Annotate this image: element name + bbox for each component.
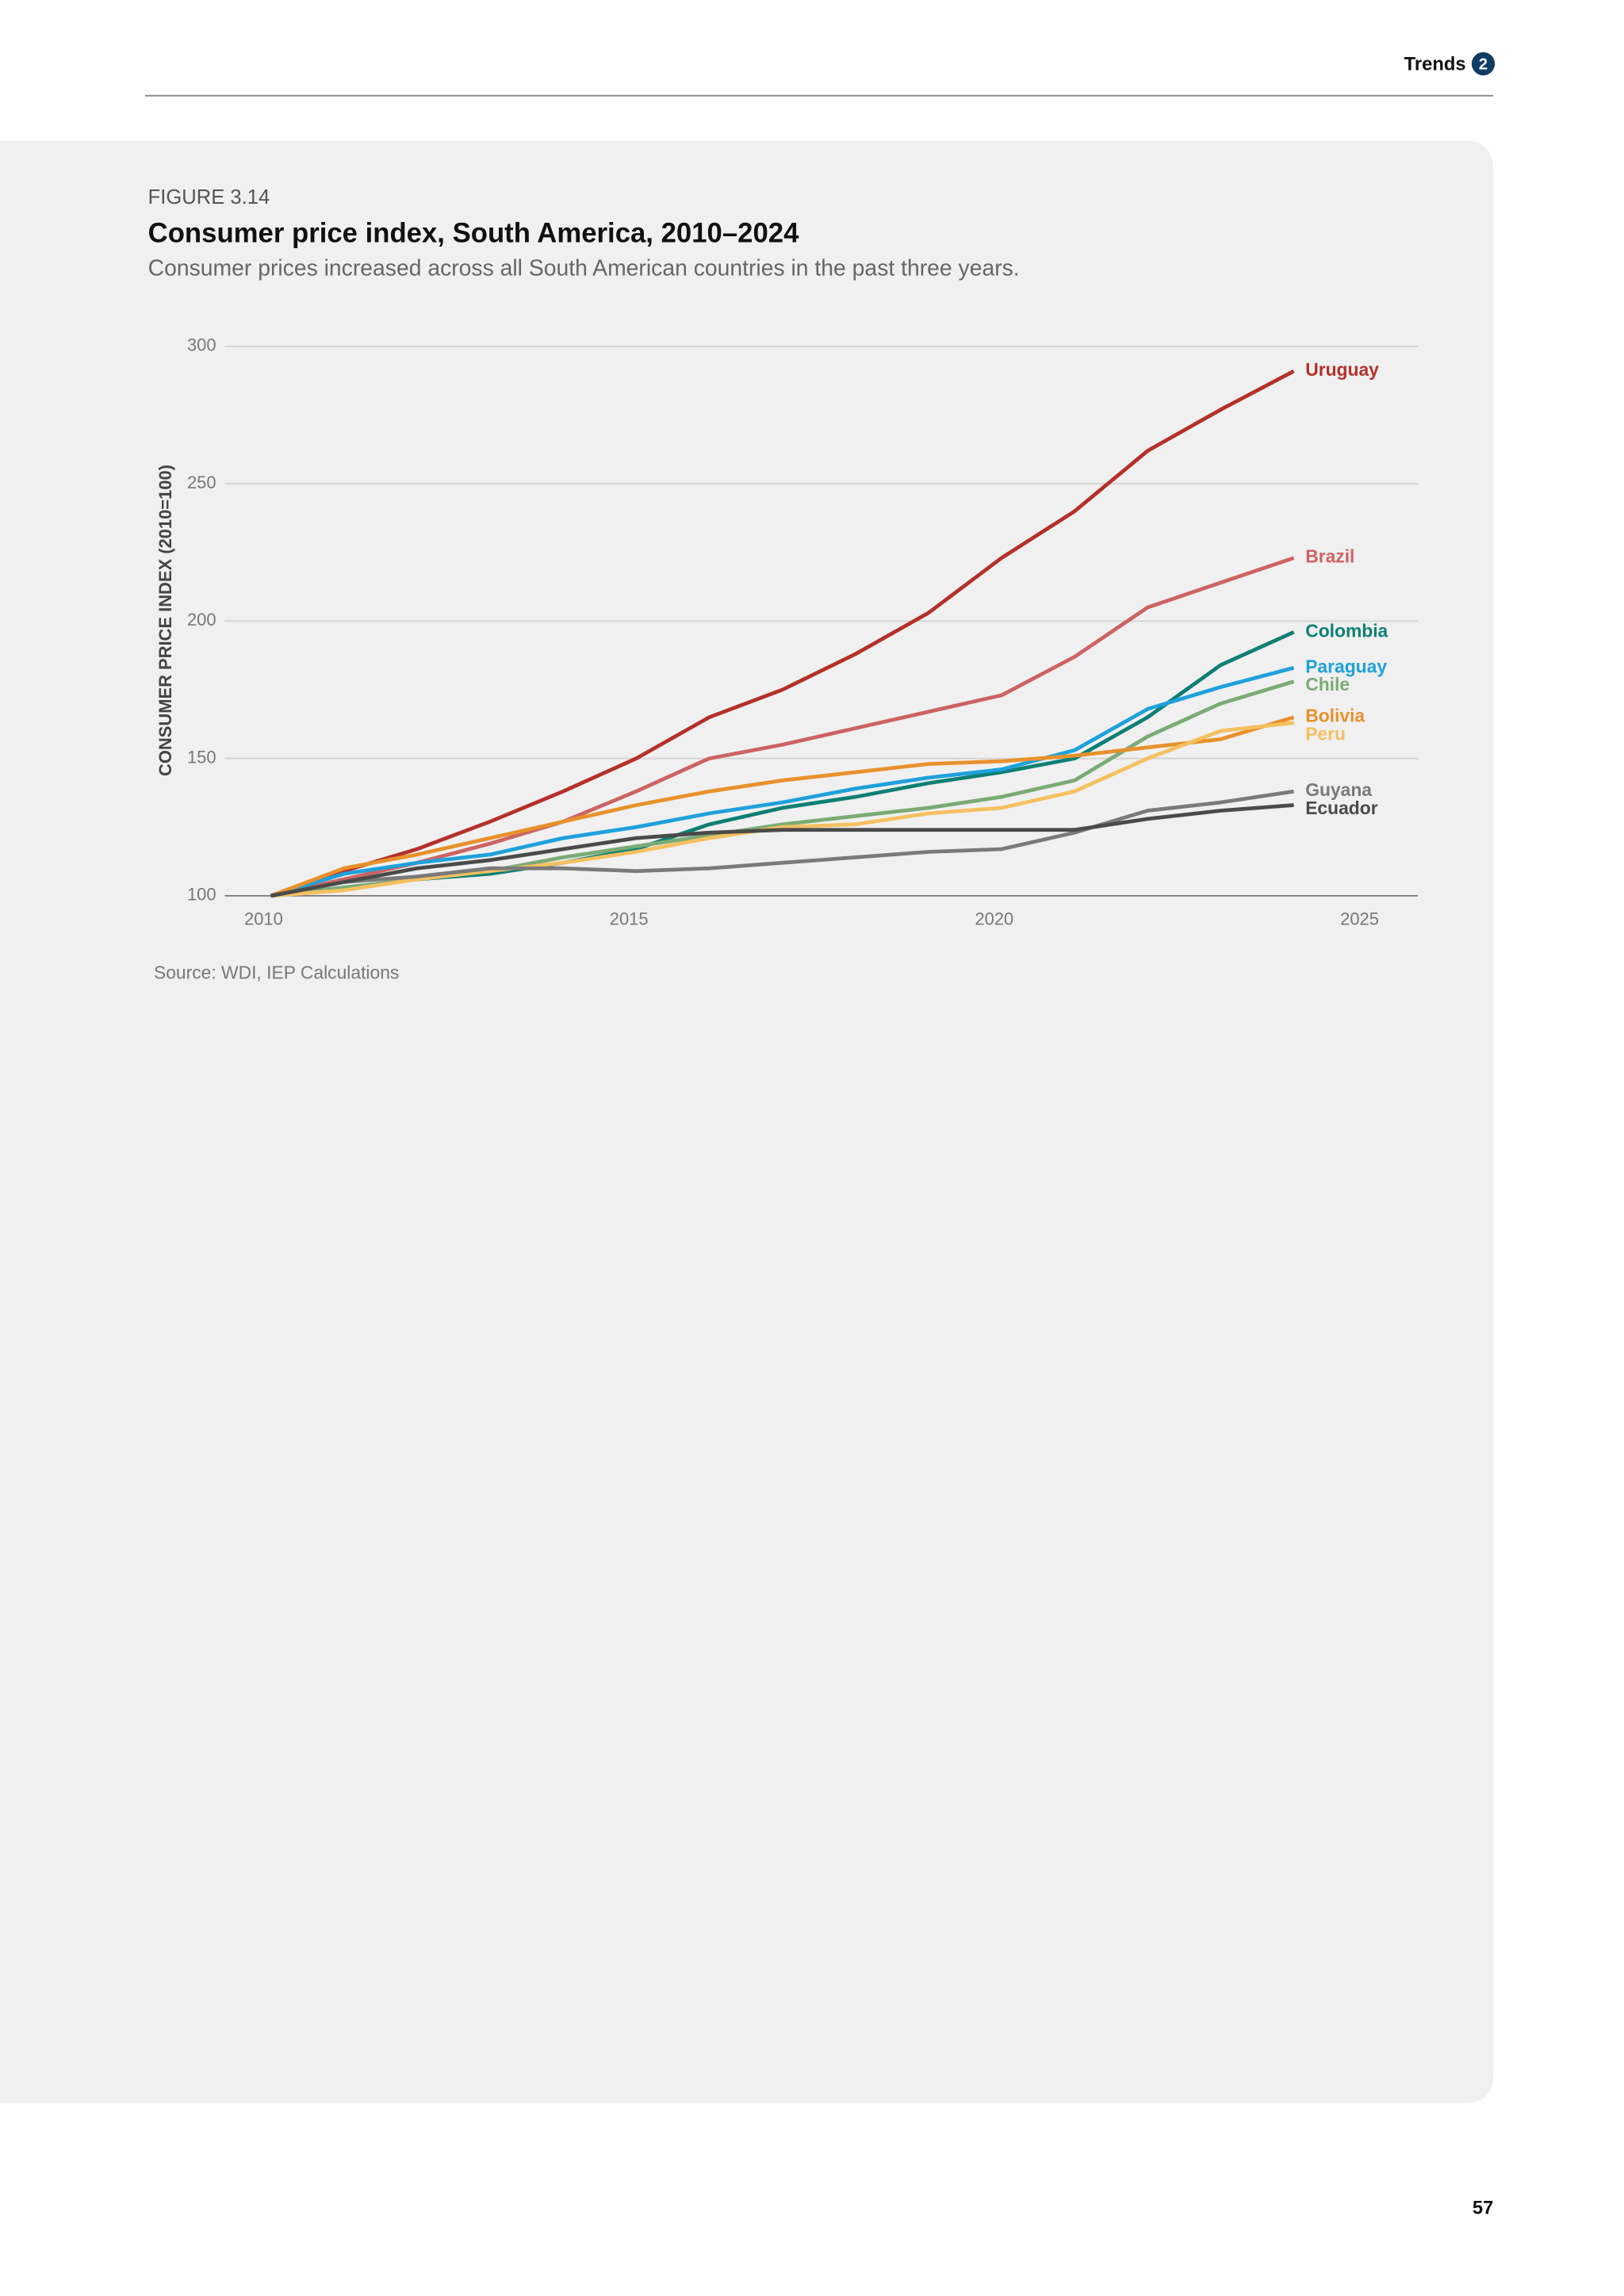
series-label: Colombia [1305, 620, 1388, 641]
y-tick-label: 150 [187, 747, 216, 767]
series-line [270, 803, 1294, 898]
series-label: Ecuador [1305, 798, 1378, 818]
section-number: 2 [1479, 56, 1488, 74]
series-line [270, 715, 1295, 898]
series-line [270, 369, 1295, 898]
y-axis-label: CONSUMER PRICE INDEX (2010=100) [155, 465, 175, 776]
y-tick-label: 200 [187, 610, 216, 629]
x-tick-label: 2020 [975, 909, 1013, 929]
figure-label: FIGURE 3.14 [148, 186, 270, 209]
x-tick-label: 2010 [244, 909, 283, 929]
x-tick-label: 2015 [610, 909, 649, 929]
series-label: Bolivia [1305, 706, 1365, 726]
series-line [270, 721, 1294, 898]
series-label: Brazil [1305, 546, 1354, 567]
y-tick-label: 250 [187, 473, 216, 492]
y-tick-label: 300 [187, 335, 216, 355]
figure-panel [0, 140, 1494, 2103]
series-line [270, 789, 1294, 898]
series-line [270, 666, 1295, 898]
section-badge [1471, 52, 1496, 76]
series-label: Paraguay [1305, 656, 1387, 676]
series-line [270, 556, 1295, 898]
x-tick-label: 2025 [1340, 909, 1379, 929]
page-number: 57 [1473, 2198, 1493, 2219]
chart-title: Consumer price index, South America, 201… [148, 218, 799, 248]
y-tick-label: 100 [187, 885, 216, 905]
chart-subtitle: Consumer prices increased across all Sou… [148, 256, 1020, 281]
section-name: Trends [1404, 54, 1466, 75]
series-label: Guyana [1305, 779, 1372, 800]
series-label: Chile [1305, 674, 1350, 695]
series-label: Peru [1305, 724, 1346, 744]
source-note: Source: WDI, IEP Calculations [154, 962, 399, 983]
series-label: Uruguay [1305, 359, 1379, 380]
